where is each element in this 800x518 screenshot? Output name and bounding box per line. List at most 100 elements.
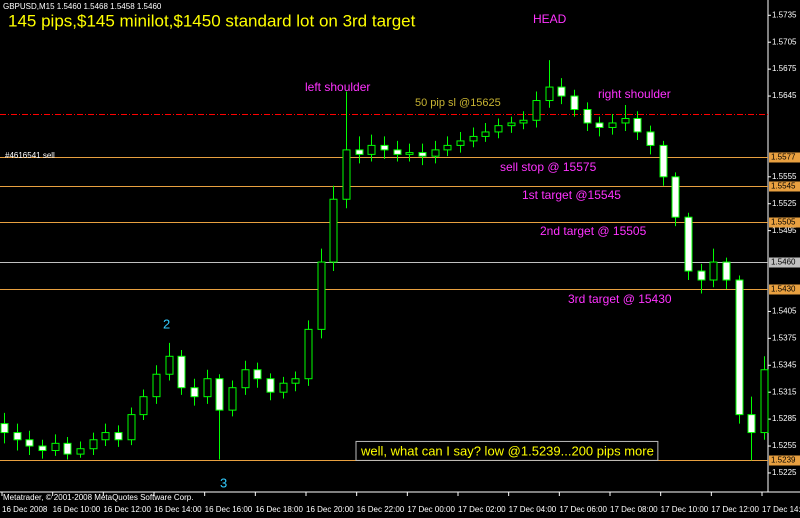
candle-body (114, 432, 123, 441)
candle-body (25, 439, 34, 447)
candle-body (469, 135, 478, 142)
annotation: left shoulder (305, 80, 370, 94)
level-label: 1.5577 (771, 153, 796, 162)
y-tick-label: 1.5495 (772, 226, 797, 235)
annotation: 3 (220, 475, 227, 490)
candle-body (735, 279, 744, 416)
x-tick-label: 17 Dec 14:00 (762, 505, 800, 514)
y-tick-label: 1.5405 (772, 307, 797, 316)
candle-body (595, 122, 604, 128)
candle-body (519, 119, 528, 124)
x-tick-label: 16 Dec 16:00 (205, 505, 253, 514)
x-tick-label: 16 Dec 10:00 (53, 505, 101, 514)
candle-body (317, 261, 326, 330)
candle-body (494, 125, 503, 133)
y-tick-label: 1.5375 (772, 333, 797, 342)
level-label-box (769, 257, 800, 268)
candle-body (0, 423, 9, 434)
y-tick-label: 1.5225 (772, 468, 797, 477)
candle-body (228, 387, 237, 411)
candle-body (89, 439, 98, 450)
candle-body (443, 144, 452, 151)
candle-body (671, 176, 680, 218)
y-tick-label: 1.5675 (772, 64, 797, 73)
y-tick-label: 1.5285 (772, 414, 797, 423)
x-tick-label: 16 Dec 18:00 (255, 505, 303, 514)
x-tick-label: 17 Dec 00:00 (407, 505, 455, 514)
level-label: 1.5430 (771, 285, 796, 294)
candle-body (139, 396, 148, 416)
annotation: #4616541 sell (5, 151, 55, 160)
x-tick-label: 16 Dec 14:00 (154, 505, 202, 514)
candle-body (583, 109, 592, 124)
candle-body (646, 131, 655, 146)
annotation: well, what can I say? low @1.5239...200 … (360, 443, 654, 458)
x-tick-label: 16 Dec 20:00 (306, 505, 354, 514)
candle-body (608, 122, 617, 128)
annotation: HEAD (533, 12, 567, 26)
candle-body (760, 369, 769, 434)
y-tick-label: 1.5705 (772, 37, 797, 46)
candle-body (367, 144, 376, 155)
annotation: sell stop @ 15575 (500, 160, 597, 174)
y-tick-label: 1.5645 (772, 91, 797, 100)
candle-body (355, 149, 364, 155)
x-tick-label: 17 Dec 06:00 (559, 505, 607, 514)
candle-body (329, 198, 338, 263)
candle-body (253, 369, 262, 380)
annotation: 2 (163, 316, 170, 331)
candle-body (101, 432, 110, 441)
candle-body (177, 355, 186, 389)
y-tick-label: 1.5315 (772, 387, 797, 396)
candle-body (507, 122, 516, 127)
candle-body (405, 152, 414, 155)
candle-body (722, 261, 731, 281)
candle-body (570, 95, 579, 111)
candle-body (380, 144, 389, 151)
candle-body (63, 442, 72, 455)
level-label: 1.5505 (771, 218, 796, 227)
candle-body (456, 140, 465, 146)
candle-body (76, 448, 85, 455)
candle-body (659, 144, 668, 178)
candle-body (418, 152, 427, 157)
candle-body (532, 100, 541, 121)
candle-body (557, 86, 566, 97)
candle-body (709, 261, 718, 281)
level-label-box (769, 455, 800, 466)
candle-body (621, 117, 630, 124)
y-tick-label: 1.5525 (772, 199, 797, 208)
level-label: 1.5239 (771, 456, 796, 465)
candle-body (342, 149, 351, 200)
level-label: 1.5460 (771, 258, 796, 267)
candle-body (215, 378, 224, 411)
x-tick-label: 17 Dec 08:00 (610, 505, 658, 514)
level-label-box (769, 284, 800, 295)
x-tick-label: 16 Dec 2008 (2, 505, 48, 514)
x-tick-label: 16 Dec 22:00 (357, 505, 405, 514)
candle-body (127, 414, 136, 441)
candle-body (304, 328, 313, 380)
annotation: right shoulder (598, 87, 671, 101)
level-label-box (769, 152, 800, 163)
candle-body (190, 387, 199, 398)
candle-body (203, 378, 212, 398)
candle-body (393, 149, 402, 155)
annotation: 1st target @15545 (522, 188, 621, 202)
y-tick-label: 1.5345 (772, 360, 797, 369)
candle-body (13, 432, 22, 441)
y-tick-label: 1.5255 (772, 441, 797, 450)
chart-title: 145 pips,$145 minilot,$1450 standard lot… (8, 11, 416, 30)
candle-body (545, 86, 554, 102)
candle-body (747, 414, 756, 434)
candle-body (279, 382, 288, 393)
level-label: 1.5545 (771, 182, 796, 191)
level-label-box (769, 217, 800, 228)
candle-body (431, 149, 440, 157)
candle-body (633, 117, 642, 133)
annotation: 2nd target @ 15505 (540, 224, 647, 238)
candle-body (697, 270, 706, 281)
x-tick-label: 17 Dec 10:00 (661, 505, 709, 514)
